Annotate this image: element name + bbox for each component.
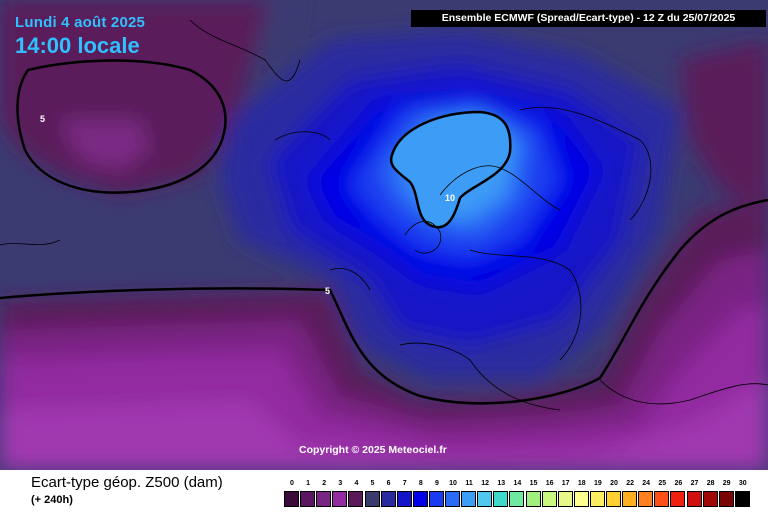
legend-tick-label: 18 <box>577 480 586 487</box>
legend-swatch <box>364 491 380 507</box>
legend-tick-label: 8 <box>418 480 423 487</box>
legend-swatch <box>300 491 316 507</box>
legend-tick-label: 7 <box>402 480 407 487</box>
legend-swatch <box>606 491 621 507</box>
copyright-label: Copyright © 2025 Meteociel.fr <box>299 444 447 456</box>
legend-swatch <box>332 491 348 507</box>
legend-tick-label: 10 <box>449 480 457 487</box>
legend-swatch <box>428 491 444 507</box>
legend-tick-label: 4 <box>354 480 359 487</box>
legend-swatch <box>493 491 509 507</box>
legend-swatch <box>412 491 428 507</box>
legend-tick-label: 11 <box>465 480 473 487</box>
legend-swatch <box>541 491 557 507</box>
legend-tick-label: 19 <box>593 480 602 487</box>
legend-tick-label: 29 <box>722 480 731 487</box>
legend-tick-label: 2 <box>322 480 327 487</box>
legend-swatch <box>670 491 686 507</box>
legend-tick-label: 30 <box>738 480 747 487</box>
legend-swatch <box>525 491 541 507</box>
map-field <box>0 0 768 470</box>
legend-swatch <box>284 491 299 507</box>
time-label: 14:00 locale <box>15 33 140 58</box>
legend-tick-label: 22 <box>626 480 634 487</box>
legend-tick-label: 15 <box>529 480 538 487</box>
lead-time-label: (+ 240h) <box>31 494 73 506</box>
contour-label: 5 <box>325 286 331 296</box>
date-label: Lundi 4 août 2025 <box>15 14 146 31</box>
legend-swatch <box>654 491 670 507</box>
legend-tick-label: 14 <box>513 480 522 487</box>
legend-swatch <box>348 491 364 507</box>
legend-swatch <box>461 491 477 507</box>
variable-title: Ecart-type géop. Z500 (dam) <box>31 474 223 491</box>
legend-tick-label: 13 <box>497 480 506 487</box>
legend-tick-label: 12 <box>481 480 490 487</box>
legend-swatch <box>686 491 702 507</box>
legend-swatch <box>622 491 638 507</box>
legend-tick-label: 26 <box>674 480 683 487</box>
legend-swatch <box>380 491 396 507</box>
legend-tick-label: 0 <box>290 480 294 487</box>
legend-swatch <box>638 491 654 507</box>
legend-tick-label: 20 <box>610 480 618 487</box>
legend-tick-label: 16 <box>545 480 554 487</box>
legend-swatch <box>557 491 573 507</box>
legend-tick-label: 28 <box>706 480 715 487</box>
color-legend: 0 1 2 3 4 5 6 7 8 9 10 11 12 13 14 15 16 17 18 19 20 22 24 25 26… <box>284 480 752 510</box>
legend-tick-label: 27 <box>690 480 699 487</box>
legend-swatch <box>445 491 460 507</box>
legend-swatch <box>573 491 589 507</box>
legend-tick-label: 1 <box>306 480 311 487</box>
legend-tick-label: 9 <box>434 480 439 487</box>
legend-swatch <box>702 491 718 507</box>
legend-swatch <box>396 491 412 507</box>
legend-tick-label: 17 <box>561 480 570 487</box>
legend-swatch <box>509 491 525 507</box>
legend-swatch <box>734 491 750 507</box>
legend-tick-label: 3 <box>338 480 343 487</box>
run-info-banner: Ensemble ECMWF (Spread/Ecart-type) - 12 … <box>411 10 766 27</box>
legend-tick-label: 5 <box>370 480 375 487</box>
legend-swatch <box>718 491 734 507</box>
legend-swatch <box>589 491 605 507</box>
legend-tick-label: 25 <box>658 480 667 487</box>
legend-swatch <box>477 491 493 507</box>
legend-swatch <box>316 491 332 507</box>
contour-label: 10 <box>445 193 456 203</box>
spread-map: Lundi 4 août 2025 14:00 locale Ensemble … <box>0 0 768 470</box>
legend-tick-label: 6 <box>386 480 391 487</box>
legend-tick-label: 24 <box>642 480 651 487</box>
contour-label: 5 <box>40 114 46 124</box>
